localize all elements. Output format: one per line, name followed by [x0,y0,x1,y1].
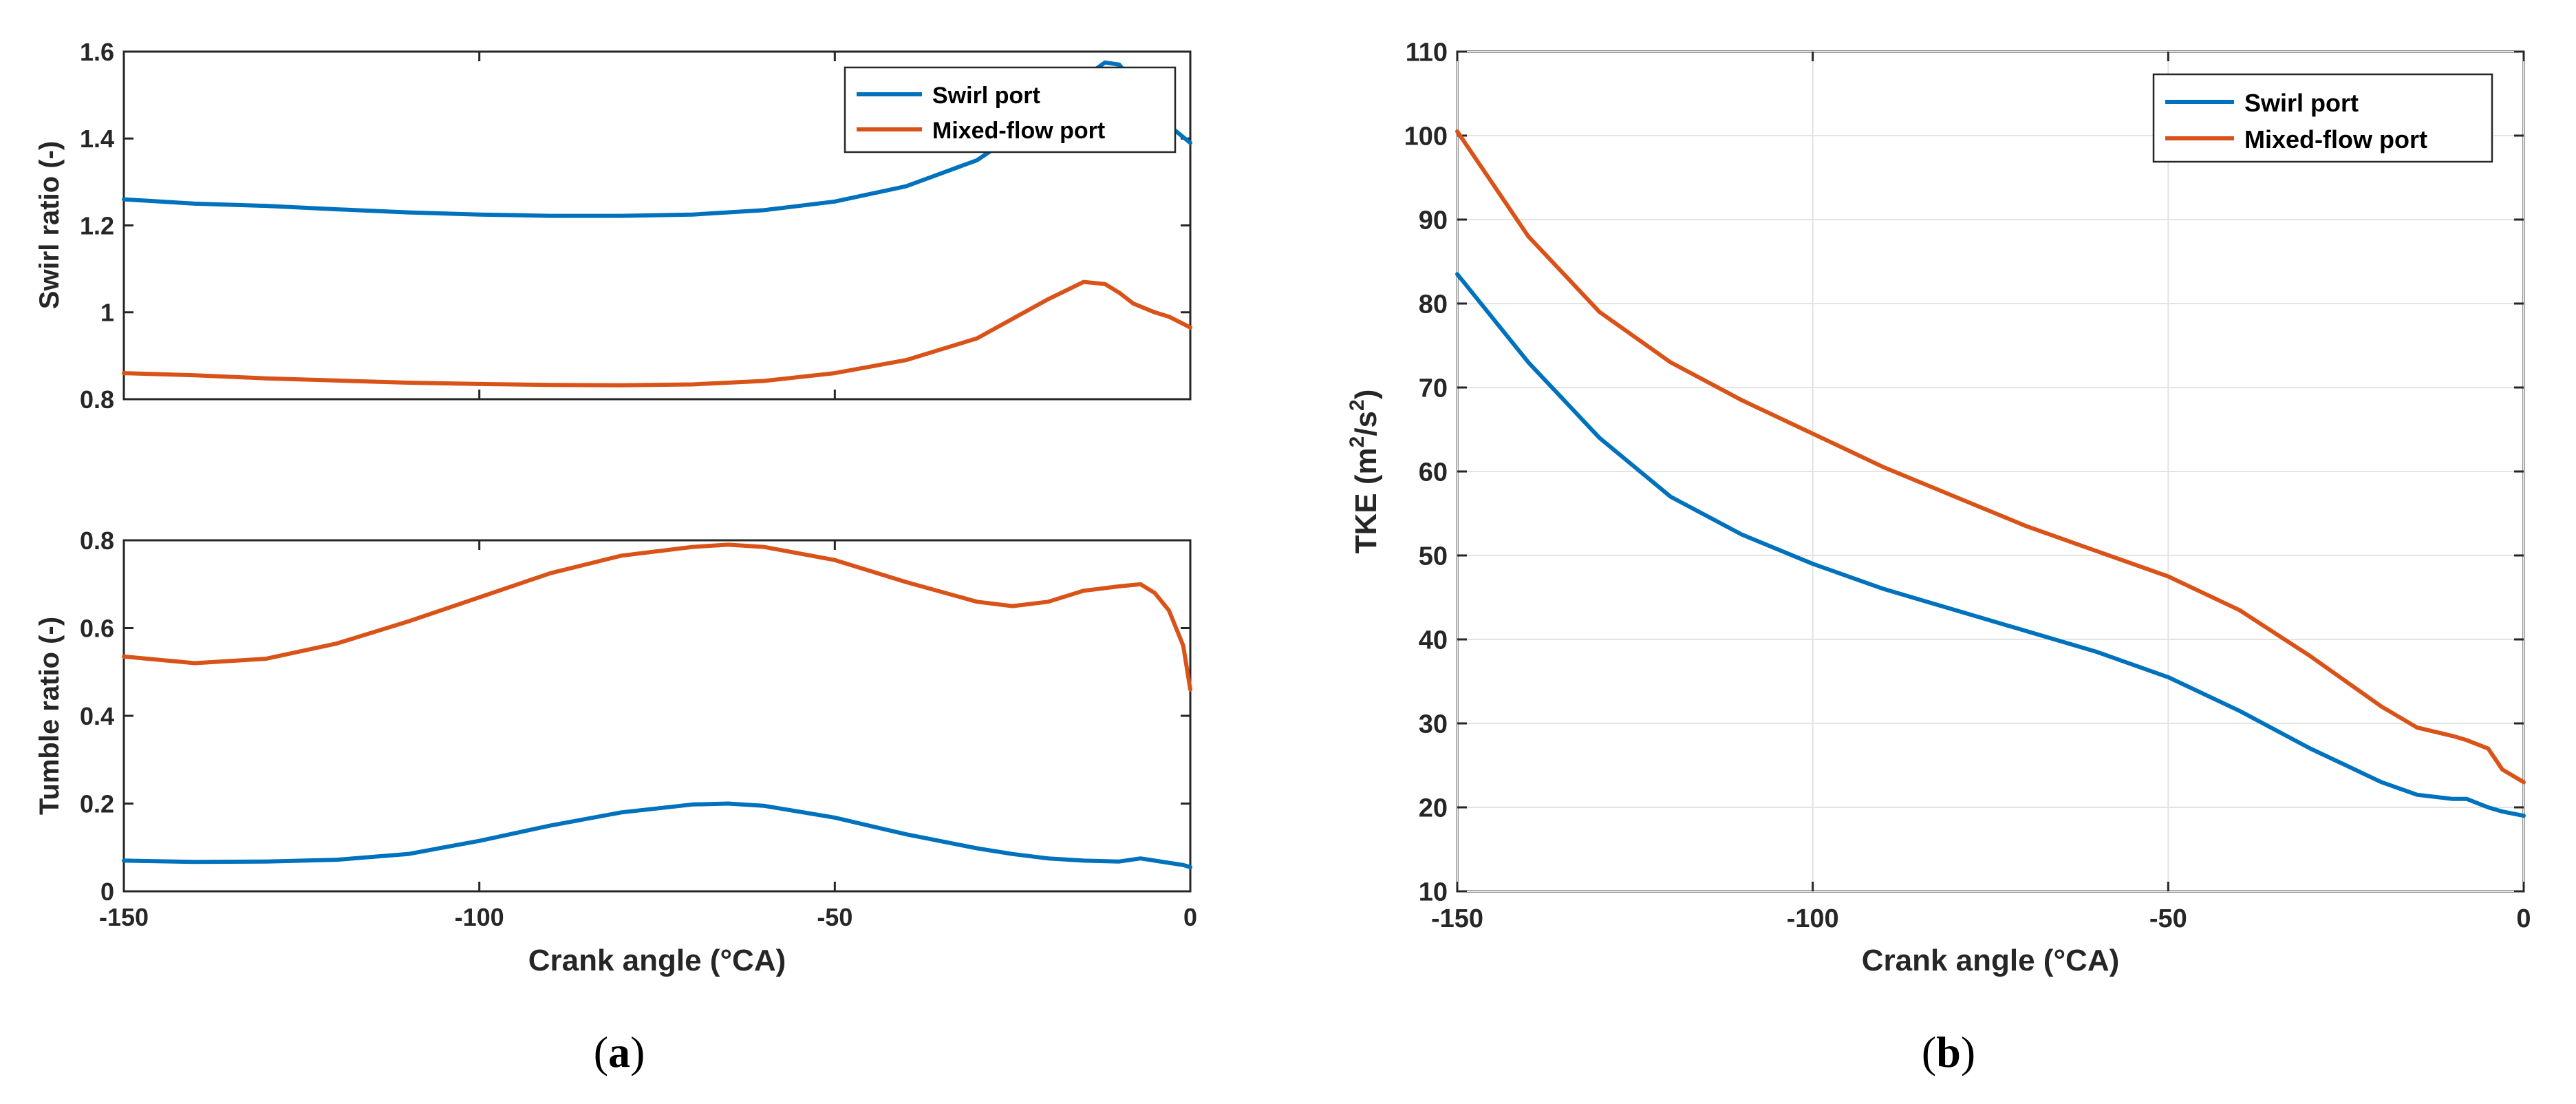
tke-xtick-label-2: -50 [2149,904,2187,933]
tke-xtick-label-0: -150 [1431,904,1483,933]
legend-a: Swirl port Mixed-flow port [844,66,1177,153]
swirl-ytick-label-3: 1.4 [80,125,114,153]
legend-b: Swirl port Mixed-flow port [2152,73,2493,163]
tke-series-swirl-port [1455,272,2526,818]
swirl-series-mixed-flow-port [122,279,1192,388]
tumble-series-swirl-port [122,801,1192,869]
tke-plot: 10 20 30 40 50 60 70 80 90 100 110 -150 -100 -50 0 TK… [1346,39,2531,977]
legend-mixed-flow-port-label: Mixed-flow port [932,118,1105,144]
tke-ytick-label-5: 60 [1419,458,1448,487]
swirl-ytick-label-0: 0.8 [80,385,114,414]
tke-ytick-label-8: 90 [1419,206,1448,235]
tumble-ratio-plot: 0 0.2 0.4 0.6 0.8 -150 -100 -50 0 Tumble ratio … [34,527,1197,977]
tke-ytick-label-7: 80 [1419,290,1448,319]
legend-swirl-port-label: Swirl port [932,83,1040,109]
tumble-ytick-label-4: 0.8 [80,527,114,555]
tumble-series-mixed-flow-port [122,542,1192,692]
tumble-ytick-label-3: 0.6 [80,614,114,642]
legend-b-mixed-flow-port-label: Mixed-flow port [2244,125,2427,153]
swirl-ytick-label-1: 1 [100,299,114,327]
tumble-ratio-axis-label: Tumble ratio (-) [34,617,65,815]
tke-ytick-label-1: 20 [1419,794,1448,823]
tke-ytick-label-9: 100 [1404,123,1448,151]
tke-ytick-label-10: 110 [1406,39,1448,67]
panel-label-b: (b) [1922,1028,1975,1076]
tke-ytick-label-0: 10 [1419,878,1448,907]
tumble-ytick-label-2: 0.4 [80,702,114,730]
tke-ytick-label-3: 40 [1419,626,1448,655]
crank-angle-axis-label-a: Crank angle (°CA) [528,944,786,977]
swirl-ratio-plot: 0.8 1 1.2 1.4 1.6 Swirl ratio (-) Swirl port… [34,38,1192,414]
panel-label-a: (a) [594,1028,645,1076]
tumble-xtick-label-2: -50 [817,903,852,931]
swirl-ratio-axis-label: Swirl ratio (-) [34,141,65,309]
tumble-ytick-label-1: 0.2 [80,789,114,818]
tumble-ytick-label-0: 0 [100,878,114,906]
swirl-ytick-label-2: 1.2 [80,211,114,240]
tke-xtick-label-3: 0 [2516,904,2531,933]
swirl-ytick-label-4: 1.6 [80,38,114,66]
tumble-xtick-label-3: 0 [1183,903,1197,931]
tke-axis-label: TKE (m2/s2) [1346,390,1383,554]
tumble-xtick-label-1: -100 [455,903,504,931]
tke-series-mixed-flow-port [1455,129,2526,785]
legend-b-swirl-port-label: Swirl port [2244,89,2359,117]
tke-ytick-label-4: 50 [1419,542,1448,571]
tke-ytick-label-2: 30 [1419,710,1448,739]
crank-angle-axis-label-b: Crank angle (°CA) [1862,944,2120,977]
tke-xtick-label-1: -100 [1787,904,1839,933]
tumble-xtick-label-0: -150 [99,903,149,931]
tke-ytick-label-6: 70 [1419,374,1448,403]
